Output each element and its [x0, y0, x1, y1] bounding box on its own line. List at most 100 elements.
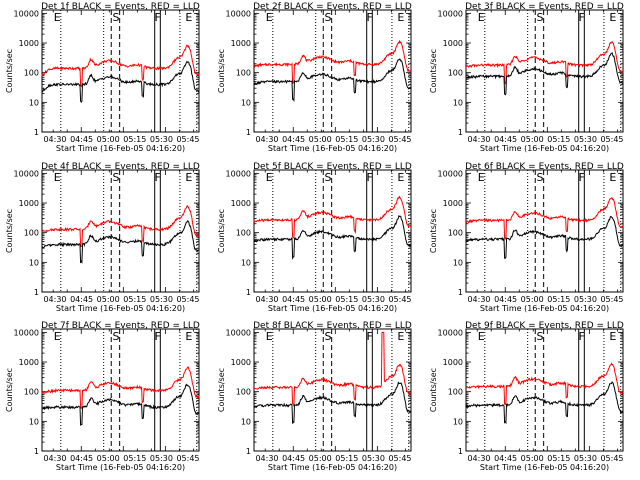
plot-frame [465, 169, 624, 293]
interval-marker-label: S [324, 171, 331, 184]
x-tick-label: 05:15 [547, 295, 570, 304]
x-tick-label: 04:45 [494, 454, 517, 463]
lld-series-line [41, 205, 200, 248]
lld-series-line [41, 44, 200, 89]
y-tick-label: 100 [236, 388, 251, 397]
interval-marker-label: S [112, 330, 119, 343]
panel-title: Det 8f BLACK = Events, RED = LLD [253, 321, 412, 331]
x-tick-label: 05:30 [362, 135, 385, 144]
x-tick-label: 04:45 [70, 454, 93, 463]
x-tick-label: 04:45 [70, 135, 93, 144]
interval-marker-label: E [609, 171, 616, 184]
y-axis-label: Counts/sec [5, 368, 14, 412]
panel-title: Det 1f BLACK = Events, RED = LLD [41, 2, 200, 12]
x-tick-label: 05:00 [521, 295, 544, 304]
x-tick-label: 05:30 [362, 454, 385, 463]
x-tick-label: 05:00 [309, 454, 332, 463]
interval-marker-label: E [54, 171, 61, 184]
x-tick-label: 04:30 [255, 454, 278, 463]
x-tick-label: 05:00 [97, 135, 120, 144]
y-axis-label: Counts/sec [429, 49, 438, 93]
y-axis-label: Counts/sec [5, 49, 14, 93]
y-axis-label: Counts/sec [217, 209, 226, 253]
x-tick-label: 05:30 [150, 454, 173, 463]
interval-marker-label: E [478, 11, 485, 24]
interval-marker-label: S [536, 330, 543, 343]
detector-panel: Det 2f BLACK = Events, RED = LLD 1 10 100 10… [217, 2, 412, 153]
y-tick-label: 10 [29, 258, 39, 267]
x-tick-label: 04:30 [43, 454, 66, 463]
panel-title: Det 6f BLACK = Events, RED = LLD [465, 162, 624, 172]
y-tick-label: 1000 [231, 199, 251, 208]
x-tick-label: 05:15 [547, 454, 570, 463]
y-tick-label: 100 [448, 388, 463, 397]
y-tick-label: 1000 [443, 39, 463, 48]
interval-marker-label: E [478, 171, 485, 184]
lld-series-line [465, 41, 624, 85]
x-axis-label: Start Time (16-Feb-05 04:16:20) [56, 463, 185, 472]
x-tick-label: 05:15 [335, 454, 358, 463]
x-tick-label: 04:45 [282, 135, 305, 144]
interval-marker-label: E [266, 11, 273, 24]
interval-marker-label: F [155, 330, 161, 343]
y-tick-label: 1 [34, 288, 39, 297]
lld-series-line [253, 195, 412, 240]
plot-frame [253, 169, 412, 293]
y-tick-label: 100 [448, 69, 463, 78]
x-axis-label: Start Time (16-Feb-05 04:16:20) [480, 144, 609, 153]
y-tick-label: 1000 [19, 199, 39, 208]
detector-panel: Det 3f BLACK = Events, RED = LLD 1 10 100 10… [429, 2, 624, 153]
events-series-line [253, 58, 412, 103]
interval-marker-label: S [536, 11, 543, 24]
panel-title: Det 7f BLACK = Events, RED = LLD [41, 321, 200, 331]
panel-title: Det 5f BLACK = Events, RED = LLD [253, 162, 412, 172]
y-tick-label: 1000 [19, 39, 39, 48]
plot-frame [253, 9, 412, 133]
interval-marker-label: E [397, 11, 404, 24]
x-tick-label: 04:30 [467, 295, 490, 304]
events-series-line [253, 214, 412, 260]
x-axis-label: Start Time (16-Feb-05 04:16:20) [268, 304, 397, 313]
panel-title: Det 2f BLACK = Events, RED = LLD [253, 2, 412, 12]
x-tick-label: 05:00 [521, 454, 544, 463]
y-tick-label: 1000 [19, 358, 39, 367]
x-tick-label: 05:00 [97, 295, 120, 304]
y-tick-label: 1 [458, 128, 463, 137]
events-series-line [465, 51, 624, 96]
y-tick-label: 100 [24, 388, 39, 397]
y-tick-label: 100 [236, 229, 251, 238]
y-tick-label: 10000 [14, 9, 39, 18]
plot-frame [41, 9, 200, 133]
plot-frame [41, 169, 200, 293]
y-axis-label: Counts/sec [217, 368, 226, 412]
y-tick-label: 10000 [14, 328, 39, 337]
interval-marker-label: S [536, 171, 543, 184]
interval-marker-label: F [155, 171, 161, 184]
interval-marker-label: E [609, 330, 616, 343]
y-tick-label: 10 [453, 98, 463, 107]
x-tick-label: 05:15 [123, 454, 146, 463]
y-tick-label: 10 [241, 258, 251, 267]
events-series-line [41, 383, 200, 427]
lld-series-line [253, 331, 412, 407]
detector-panel: Det 6f BLACK = Events, RED = LLD 1 10 100 10… [429, 162, 624, 313]
x-tick-label: 04:30 [467, 454, 490, 463]
events-series-line [41, 220, 200, 264]
y-tick-label: 10000 [226, 328, 251, 337]
interval-marker-label: E [266, 330, 273, 343]
y-tick-label: 10000 [438, 328, 463, 337]
y-tick-label: 100 [448, 229, 463, 238]
interval-marker-label: F [579, 11, 585, 24]
events-series-line [465, 381, 624, 425]
x-tick-label: 04:45 [70, 295, 93, 304]
y-axis-label: Counts/sec [429, 368, 438, 412]
y-tick-label: 10 [453, 258, 463, 267]
plot-frame [41, 328, 200, 452]
interval-marker-label: E [185, 171, 192, 184]
x-tick-label: 05:15 [547, 135, 570, 144]
x-tick-label: 05:00 [521, 135, 544, 144]
x-tick-label: 05:00 [309, 295, 332, 304]
interval-marker-label: F [367, 171, 373, 184]
interval-marker-label: S [112, 11, 119, 24]
